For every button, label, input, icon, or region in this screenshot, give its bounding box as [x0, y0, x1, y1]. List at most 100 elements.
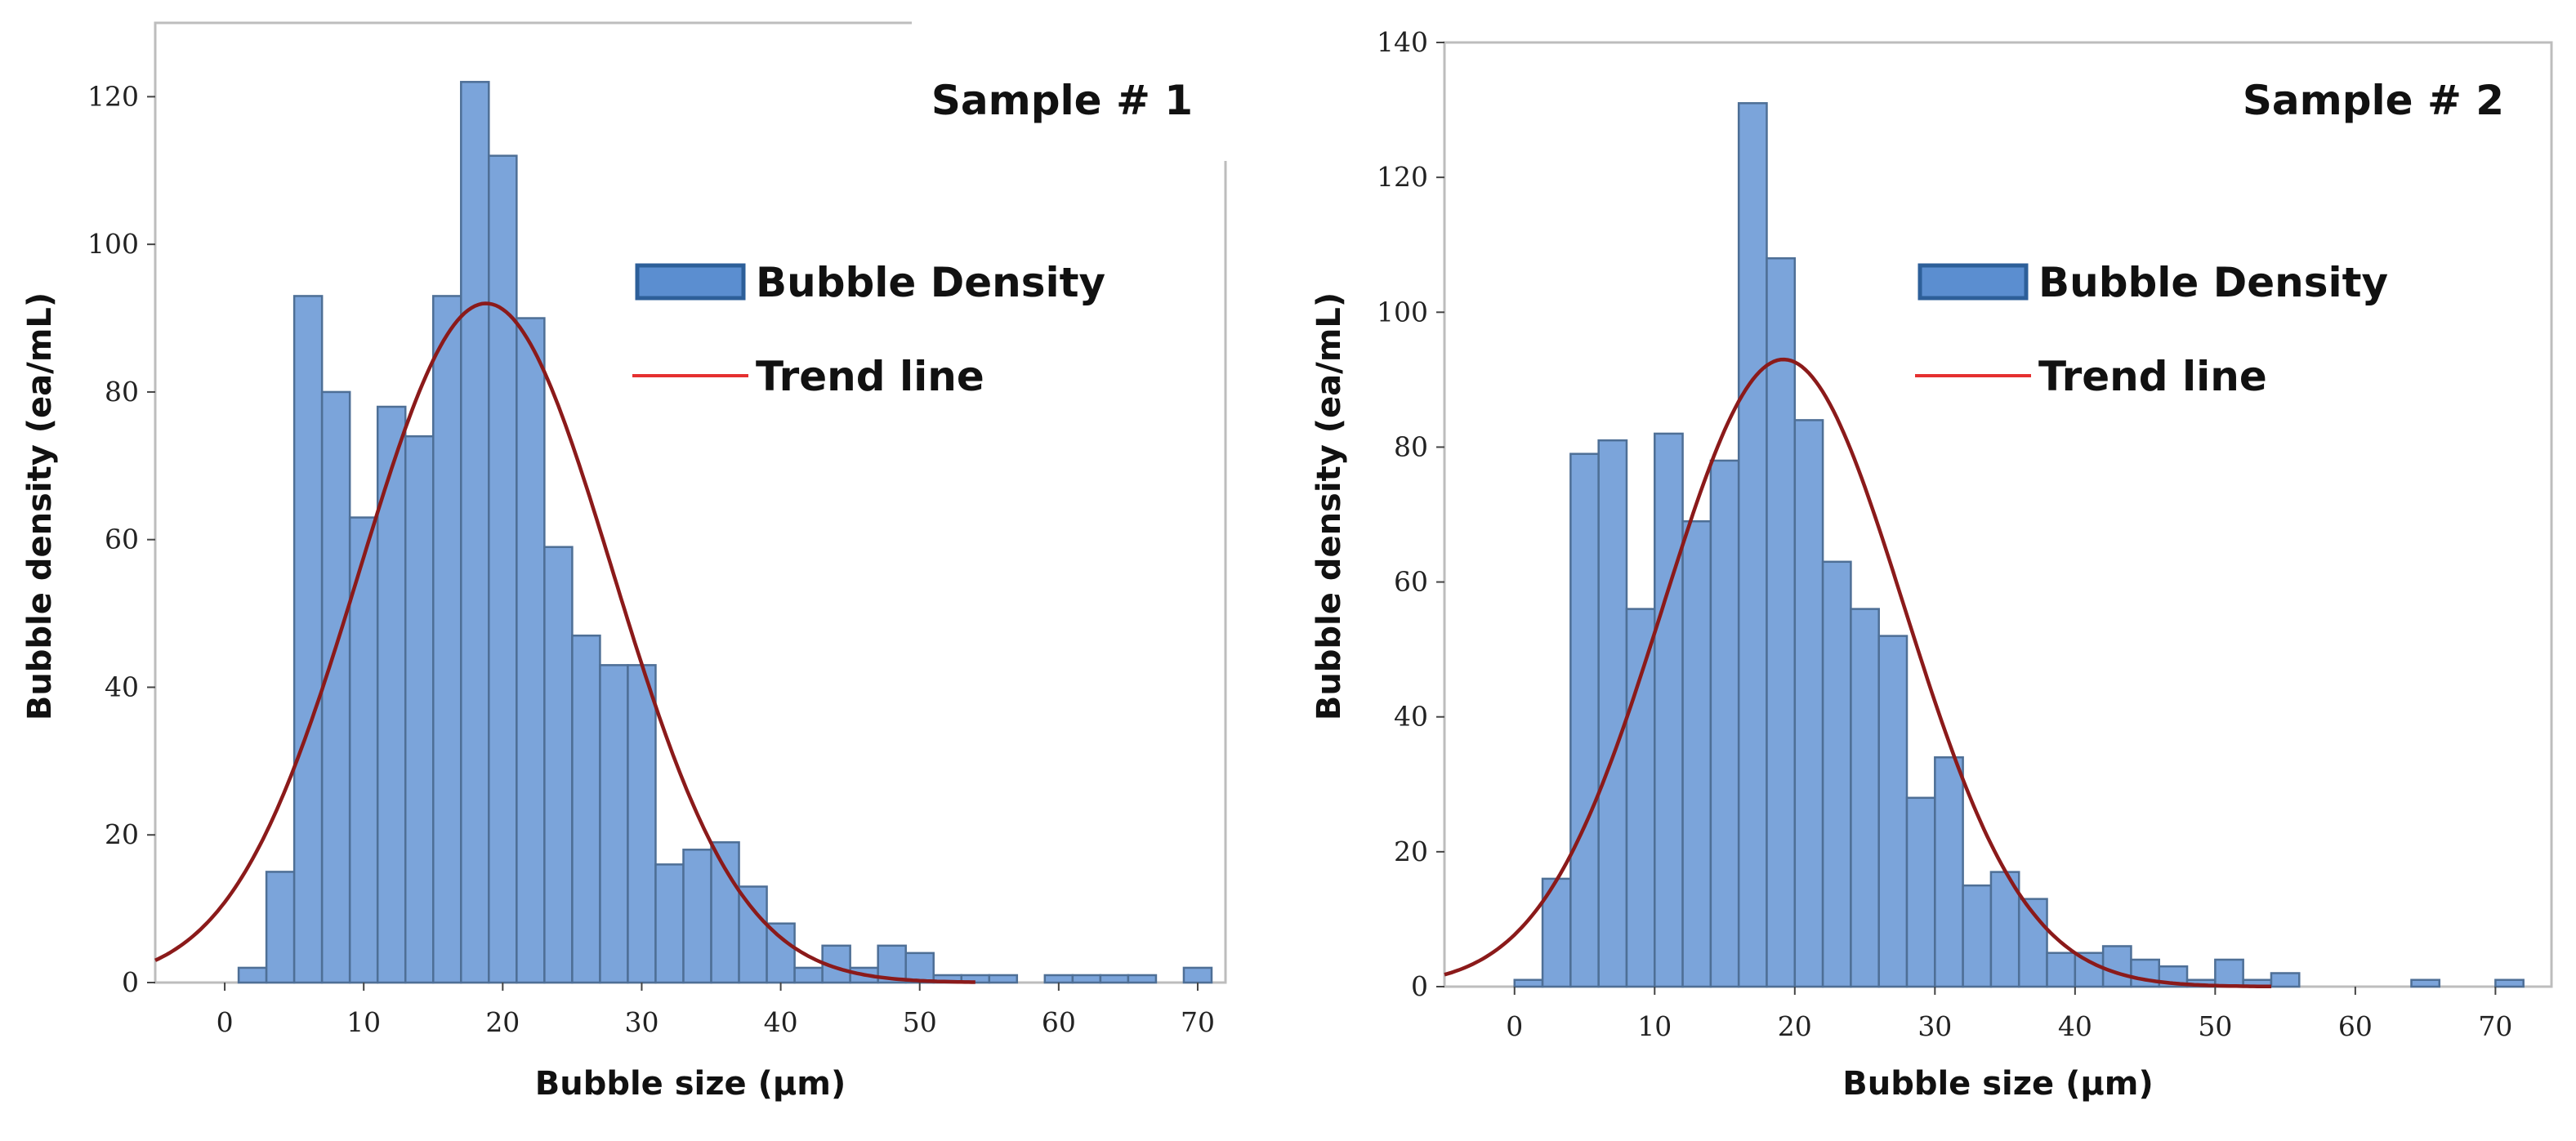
- histogram-bar: [2074, 952, 2105, 988]
- x-tick-label: 60: [1042, 1006, 1076, 1038]
- histogram-bar: [460, 81, 490, 984]
- histogram-bar: [1905, 796, 1936, 988]
- x-tick-label: 50: [2198, 1010, 2232, 1042]
- y-tick-label: 80: [1394, 430, 1428, 462]
- histogram-bar: [292, 295, 324, 984]
- x-tick-label: 20: [485, 1006, 520, 1038]
- histogram-bar: [1850, 608, 1880, 988]
- x-tick-label: 50: [903, 1006, 937, 1038]
- y-tick-label: 20: [1394, 836, 1428, 867]
- histogram-bar: [237, 966, 268, 984]
- histogram-bar: [404, 435, 435, 984]
- histogram-bar: [1681, 520, 1712, 988]
- histogram-bar: [654, 863, 685, 984]
- histogram-bar: [265, 871, 296, 984]
- y-tick-label: 0: [1411, 970, 1428, 1002]
- histogram-bar: [2494, 978, 2525, 988]
- histogram-bar: [1043, 974, 1074, 984]
- x-axis-title: Bubble size (µm): [1842, 1065, 2154, 1103]
- histogram-bar: [988, 974, 1019, 984]
- y-axis-title: Bubble density (ea/mL): [21, 292, 59, 720]
- histogram-bar: [516, 317, 546, 984]
- legend-swatch-bubble-density: [635, 263, 746, 301]
- panel-title: Sample # 1: [931, 77, 1193, 124]
- histogram-bar: [2214, 958, 2244, 988]
- x-axis-title: Bubble size (µm): [535, 1065, 846, 1103]
- x-tick-label: 70: [1181, 1006, 1215, 1038]
- legend-swatch-bubble-density: [1917, 263, 2029, 301]
- histogram-bar: [1877, 635, 1909, 988]
- y-tick-label: 100: [87, 228, 139, 260]
- histogram-bar: [1569, 452, 1600, 988]
- trend-line: [1444, 357, 2271, 989]
- histogram-bar: [2101, 945, 2132, 988]
- legend-label-trend-line: Trend line: [756, 353, 984, 400]
- y-tick-label: 100: [1377, 296, 1428, 328]
- panel-title: Sample # 2: [2243, 77, 2504, 124]
- legend-label-bubble-density: Bubble Density: [756, 259, 1105, 306]
- histogram-bar: [1737, 102, 1768, 988]
- histogram-bar: [738, 885, 768, 984]
- histogram-bar: [1934, 756, 1964, 988]
- y-tick-label: 20: [105, 818, 139, 850]
- x-tick-label: 30: [1917, 1010, 1952, 1042]
- histogram-bar: [432, 295, 462, 984]
- histogram-bar: [320, 390, 351, 984]
- y-tick-label: 0: [122, 966, 139, 998]
- histogram-bar: [599, 664, 629, 984]
- x-tick-label: 40: [764, 1006, 798, 1038]
- histogram-bar: [1513, 978, 1544, 988]
- y-tick-label: 80: [105, 376, 139, 408]
- title-background: [912, 18, 1230, 161]
- x-tick-label: 10: [1637, 1010, 1672, 1042]
- y-tick-label: 60: [105, 524, 139, 555]
- histogram-bar: [1709, 459, 1740, 988]
- histogram-bar: [571, 634, 601, 984]
- x-tick-label: 40: [2058, 1010, 2092, 1042]
- x-tick-label: 20: [1778, 1010, 1812, 1042]
- histogram-bar: [627, 664, 657, 984]
- histogram-bar: [904, 952, 935, 984]
- histogram-bar: [1793, 419, 1824, 988]
- histogram-bar: [1625, 608, 1656, 988]
- histogram-bar: [710, 841, 740, 984]
- y-tick-label: 140: [1377, 26, 1428, 58]
- histogram-bar: [821, 944, 851, 984]
- y-tick-label: 120: [87, 80, 139, 112]
- x-tick-label: 0: [217, 1006, 234, 1038]
- histogram-bar: [2130, 958, 2160, 988]
- histogram-bar: [2046, 952, 2077, 988]
- histogram-bar: [2410, 978, 2441, 988]
- y-tick-label: 40: [1394, 701, 1428, 733]
- histogram-bar: [2270, 972, 2301, 988]
- y-axis-title: Bubble density (ea/mL): [1310, 292, 1348, 720]
- legend-label-trend-line: Trend line: [2038, 353, 2267, 400]
- histogram-bar: [543, 546, 574, 984]
- x-tick-label: 60: [2338, 1010, 2373, 1042]
- legend-label-bubble-density: Bubble Density: [2038, 259, 2388, 306]
- chart-panel-sample-1: 0 20 40 60 80 100 120 0 10 20 30 40 50 60 70 Bubble siz…: [21, 18, 1230, 1103]
- trend-line: [154, 301, 975, 984]
- histogram-bar: [1766, 256, 1797, 988]
- histogram-bar: [1182, 966, 1213, 984]
- y-tick-label: 40: [105, 671, 139, 702]
- histogram-bar: [1597, 439, 1628, 988]
- histogram-bar: [766, 922, 796, 984]
- histogram-bar: [793, 966, 824, 984]
- x-tick-label: 10: [346, 1006, 381, 1038]
- histogram-bar: [682, 849, 712, 984]
- x-tick-label: 0: [1506, 1010, 1523, 1042]
- histogram-bar: [1962, 884, 1993, 988]
- histogram-bar: [488, 154, 518, 984]
- chart-panel-sample-2: 0 20 40 60 80 100 120 140 0 10 20 30 40 50 60 70 Bubble …: [1310, 26, 2553, 1103]
- histogram-bar: [1821, 560, 1852, 988]
- histogram-bar: [1654, 432, 1684, 988]
- histogram-bar: [1989, 871, 2020, 988]
- x-tick-label: 30: [624, 1006, 659, 1038]
- y-tick-label: 60: [1394, 566, 1428, 598]
- histogram-bar: [1071, 974, 1102, 984]
- histogram-bar: [1099, 974, 1130, 984]
- y-tick-label: 120: [1377, 161, 1428, 193]
- histogram-bar: [1127, 974, 1158, 984]
